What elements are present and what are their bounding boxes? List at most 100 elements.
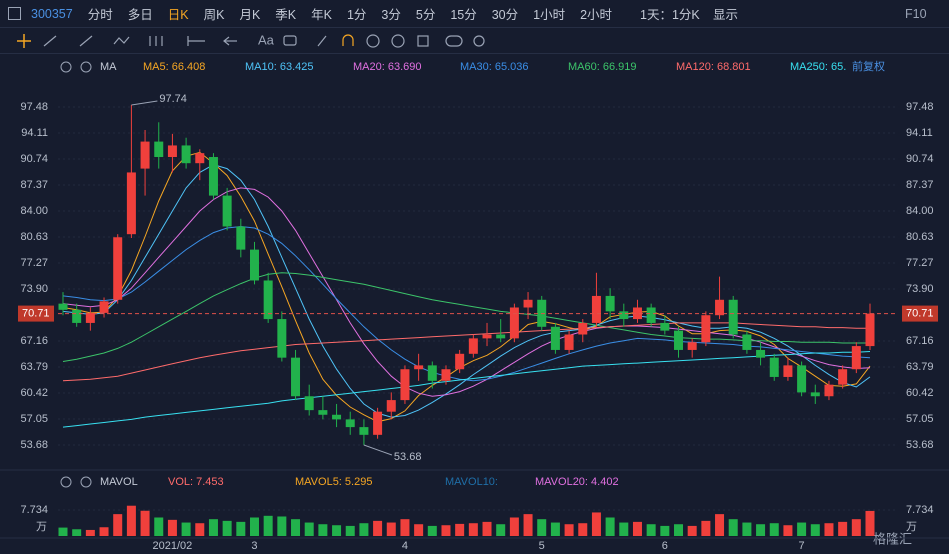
- vol-bar: [236, 521, 246, 536]
- vol-bar: [537, 519, 547, 536]
- candle-body: [208, 157, 218, 196]
- candle-body: [167, 145, 177, 158]
- y-tick-label: 84.00: [906, 205, 934, 217]
- candle-body: [236, 226, 246, 250]
- candle-body: [687, 342, 697, 350]
- y-tick-label: 84.00: [20, 205, 48, 217]
- period[interactable]: 季K: [275, 8, 297, 22]
- candle-body: [277, 319, 287, 358]
- y-tick-label: 94.11: [906, 127, 933, 139]
- period[interactable]: 年K: [311, 8, 332, 22]
- candle-body: [304, 396, 314, 411]
- candle-body: [646, 307, 656, 323]
- candle-body: [632, 307, 642, 320]
- y-tick-label: 87.37: [906, 179, 934, 191]
- vol-bar: [496, 524, 506, 536]
- legend-entry: MA250: 65.: [790, 61, 846, 73]
- candle-body: [263, 280, 273, 320]
- period[interactable]: 周K: [203, 8, 225, 22]
- last-price-label: 70.71: [22, 307, 50, 319]
- candle-body: [851, 346, 861, 370]
- vol-unit: 万: [906, 521, 917, 533]
- period[interactable]: 多日: [127, 8, 153, 22]
- candle-body: [496, 334, 506, 339]
- vol-bar: [181, 522, 191, 536]
- candle-body: [291, 357, 301, 397]
- vol-bar: [386, 522, 396, 536]
- vol-bar: [113, 514, 123, 536]
- candle-body: [468, 338, 478, 354]
- y-tick-label: 97.48: [906, 101, 934, 113]
- period[interactable]: 日K: [167, 8, 189, 22]
- candle-body: [58, 303, 68, 310]
- last-price-label: 70.71: [906, 307, 934, 319]
- candle-body: [769, 357, 779, 377]
- vol-bar: [263, 515, 273, 536]
- candle-body: [386, 400, 396, 412]
- vol-bar: [769, 523, 779, 536]
- vol-bar: [687, 525, 697, 536]
- candle-body: [605, 295, 615, 312]
- vol-bar: [72, 529, 82, 536]
- candle-body: [523, 299, 533, 308]
- period[interactable]: 月K: [239, 8, 261, 22]
- candle-body: [578, 322, 588, 335]
- period[interactable]: 15分: [450, 8, 477, 22]
- vol-bar: [756, 524, 766, 536]
- x-tick-label: 2021/02: [153, 540, 193, 552]
- vol-bar: [373, 520, 383, 536]
- f10[interactable]: F10: [905, 6, 927, 21]
- candle-body: [85, 312, 95, 323]
- period[interactable]: 3分: [381, 8, 401, 22]
- candle-body: [113, 237, 123, 300]
- candle-body: [701, 315, 711, 343]
- candle-body: [400, 369, 410, 401]
- legend-entry: MA30: 65.036: [460, 61, 529, 73]
- candle-body: [660, 322, 670, 331]
- candle-body: [222, 195, 232, 227]
- period[interactable]: 1分: [346, 8, 367, 22]
- vol-bar: [865, 510, 875, 536]
- adjust[interactable]: 前复权: [852, 59, 885, 73]
- candle-body: [728, 299, 738, 335]
- ma-line: [62, 272, 870, 362]
- min-pointer: [363, 444, 393, 456]
- period[interactable]: 30分: [491, 8, 519, 22]
- y-tick-label: 60.42: [906, 387, 934, 399]
- vol-bar: [468, 523, 478, 536]
- vol-bar: [550, 522, 560, 536]
- interval[interactable]: 1天：1分K: [640, 8, 700, 22]
- vol-bar: [332, 525, 342, 536]
- vol-bar: [810, 524, 820, 536]
- vol-bar: [99, 527, 109, 536]
- period[interactable]: 1小时: [533, 8, 566, 22]
- square-icon[interactable]: [8, 7, 21, 20]
- candle-body: [249, 249, 259, 281]
- period[interactable]: 5分: [415, 8, 436, 22]
- candle-body: [591, 295, 601, 323]
- display[interactable]: 显示: [713, 8, 739, 22]
- vol-bar: [58, 527, 68, 536]
- vol-tick-label: 7.734: [906, 504, 934, 516]
- y-tick-label: 57.05: [906, 413, 934, 425]
- stock-code[interactable]: 300357: [31, 6, 73, 21]
- period[interactable]: 分时: [87, 8, 113, 22]
- vol-bar: [838, 521, 848, 536]
- candle-body: [810, 392, 820, 397]
- vol-bar: [728, 519, 738, 536]
- move-icon[interactable]: [17, 34, 31, 48]
- vol-indicator: MAVOL: [100, 476, 138, 488]
- legend-icons: [60, 61, 92, 488]
- candle-body: [824, 384, 834, 397]
- x-tick-label: 7: [799, 540, 805, 552]
- tools[interactable]: [43, 34, 485, 48]
- vol-bar: [851, 519, 861, 536]
- candle-body: [619, 311, 629, 320]
- candle-body: [72, 309, 82, 323]
- period[interactable]: 2小时: [580, 8, 613, 22]
- candle-body: [332, 414, 342, 420]
- legend-entry: MA20: 63.690: [353, 61, 422, 73]
- y-tick-label: 90.74: [906, 153, 934, 165]
- text-tool[interactable]: Aa: [258, 32, 275, 47]
